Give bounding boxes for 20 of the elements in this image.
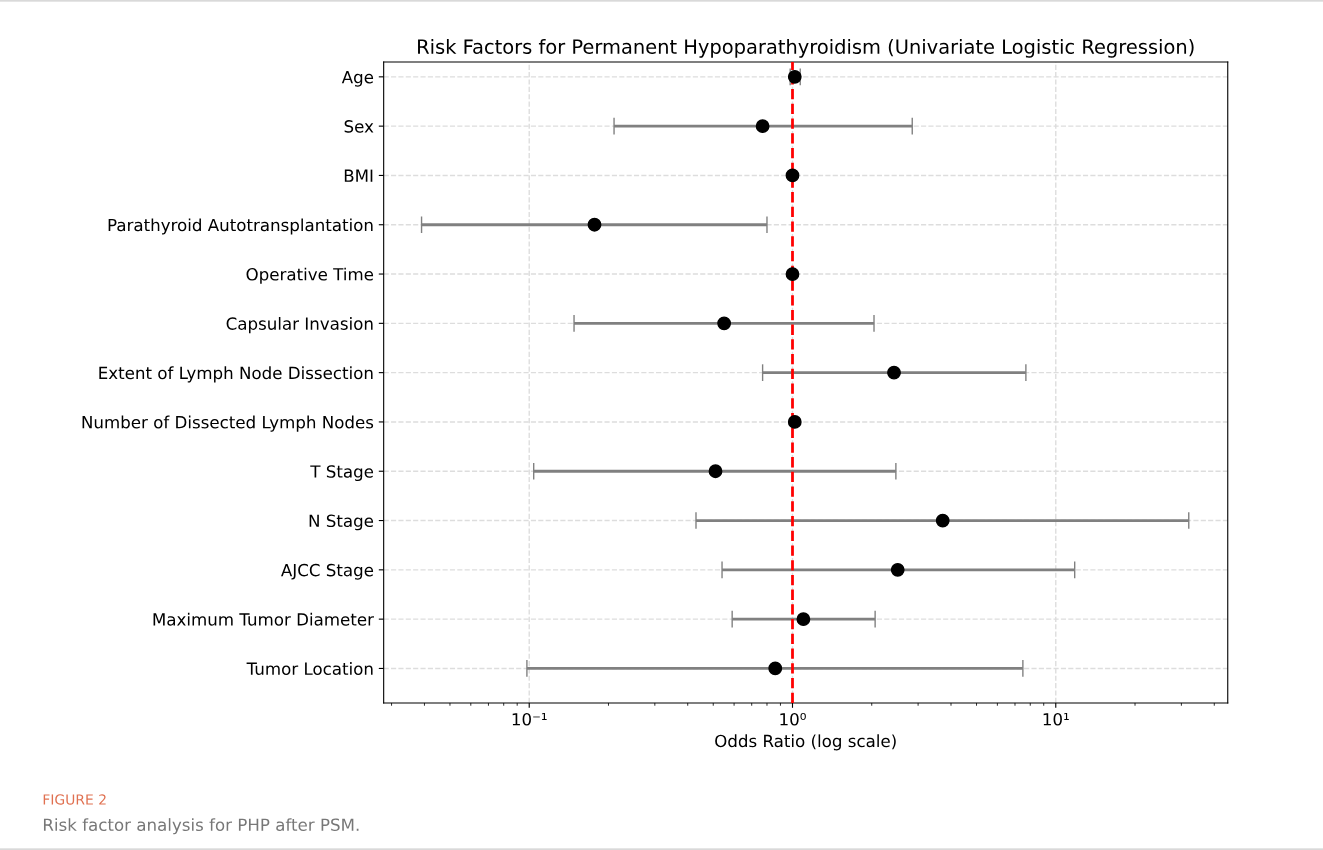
y-tick-label: BMI — [344, 169, 373, 182]
chart-title: Risk Factors for Permanent Hypoparathyroidism (Univariate Logistic Regression) — [418, 38, 1194, 58]
text: Risk factor analysis for PHP after PSM. — [43, 818, 359, 835]
y-tick-label: Sex — [344, 120, 374, 133]
y-tick-label: Tumor Location — [246, 662, 373, 676]
y-tick-label: Extent of Lymph Node Dissection — [99, 366, 373, 383]
y-tick-label: Parathyroid Autotransplantation — [108, 218, 373, 235]
x-tick-label: 10⁰ — [780, 712, 806, 726]
y-tick-label: Maximum Tumor Diameter — [153, 612, 374, 626]
x-tick-label: 10¹ — [1043, 712, 1069, 726]
y-tick-label: AJCC Stage — [281, 563, 374, 580]
y-tick-label: N Stage — [309, 514, 374, 531]
y-tick-label: T Stage — [310, 465, 374, 482]
y-tick-label: Number of Dissected Lymph Nodes — [82, 415, 374, 432]
y-tick-label: Operative Time — [246, 267, 374, 284]
y-tick-label: Capsular Invasion — [226, 317, 373, 334]
caption: FIGURE 2 — [43, 794, 106, 805]
x-axis-title: Odds Ratio (log scale) — [715, 734, 896, 751]
y-tick-label: Age — [341, 71, 374, 87]
x-tick-label: 10⁻¹ — [512, 712, 547, 726]
